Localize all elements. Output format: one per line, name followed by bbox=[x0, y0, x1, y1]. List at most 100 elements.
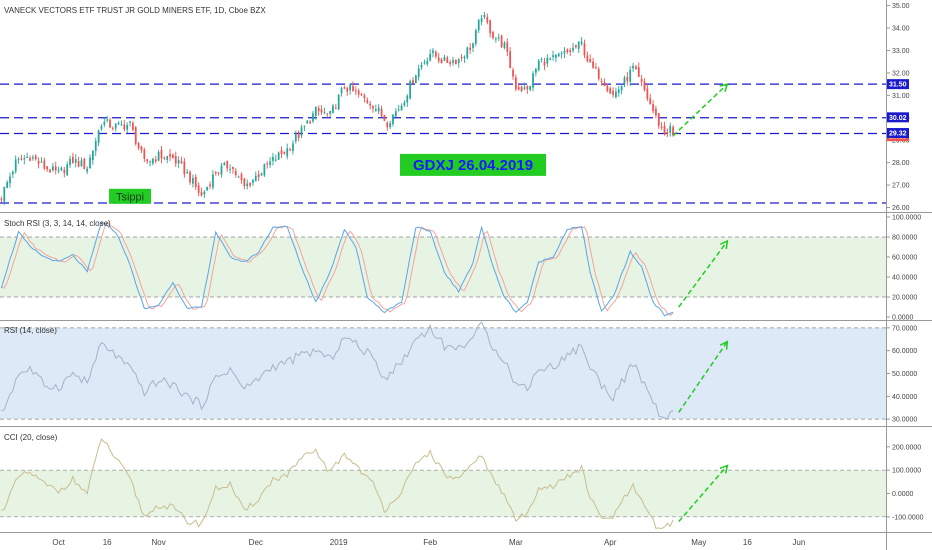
candle-body bbox=[663, 125, 666, 135]
candle-body bbox=[129, 121, 131, 123]
rsi-axis-tick-label: 40.0000 bbox=[892, 394, 917, 401]
candle-body bbox=[40, 161, 43, 163]
candle-body bbox=[132, 122, 134, 130]
candle-body bbox=[506, 42, 509, 52]
candle-body bbox=[249, 182, 251, 186]
candle-body bbox=[469, 47, 472, 50]
candle-body bbox=[232, 166, 234, 170]
candle-body bbox=[466, 47, 469, 58]
candle-body bbox=[323, 112, 326, 114]
candle-body bbox=[97, 130, 100, 143]
candle-body bbox=[560, 53, 563, 55]
candle-body bbox=[443, 56, 446, 61]
candle-body bbox=[474, 30, 477, 44]
candle-body bbox=[414, 75, 417, 84]
candle-body bbox=[157, 151, 160, 161]
candle-body bbox=[46, 166, 49, 170]
candle-body bbox=[274, 159, 277, 161]
candle-body bbox=[114, 123, 117, 129]
candle-body bbox=[212, 174, 214, 188]
candle-body bbox=[206, 186, 209, 191]
candle-body bbox=[486, 16, 489, 23]
candle-body bbox=[383, 115, 386, 121]
candle-body bbox=[489, 20, 492, 34]
rsi-trend-arrow-head bbox=[719, 340, 729, 350]
candle-body bbox=[354, 90, 357, 92]
candle-body bbox=[372, 106, 374, 109]
rsi-axis-tick-label: 50.0000 bbox=[892, 371, 917, 378]
candle-body bbox=[34, 155, 37, 160]
candle-body bbox=[572, 47, 574, 51]
candle-body bbox=[49, 169, 51, 173]
candle-body bbox=[117, 122, 120, 125]
candle-body bbox=[252, 179, 254, 184]
candle-body bbox=[526, 86, 529, 90]
price-tag-label: 30.02 bbox=[889, 115, 907, 122]
candle-body bbox=[589, 59, 592, 63]
candle-body bbox=[635, 66, 637, 70]
candle-body bbox=[74, 159, 77, 163]
candle-body bbox=[243, 178, 246, 187]
price-trend-arrow bbox=[672, 83, 728, 137]
candle-body bbox=[246, 183, 249, 187]
candle-body bbox=[623, 77, 626, 84]
candle-body bbox=[666, 132, 669, 135]
candle-body bbox=[434, 51, 437, 57]
candle-body bbox=[297, 131, 300, 138]
candle-body bbox=[152, 158, 154, 164]
candle-body bbox=[60, 167, 63, 171]
candle-body bbox=[337, 94, 340, 110]
candle-body bbox=[523, 87, 526, 89]
candle-body bbox=[289, 149, 291, 151]
candle-body bbox=[63, 169, 66, 173]
candle-body bbox=[409, 80, 412, 99]
candle-body bbox=[580, 41, 583, 44]
candle-body bbox=[417, 68, 420, 78]
candle-body bbox=[209, 184, 211, 187]
cci-axis-tick-label: 100.0000 bbox=[892, 468, 921, 475]
candle-body bbox=[194, 176, 197, 188]
candle-body bbox=[183, 161, 186, 175]
candle-body bbox=[363, 95, 366, 99]
candle-body bbox=[29, 157, 31, 161]
candle-body bbox=[575, 45, 577, 48]
candle-body bbox=[186, 171, 189, 174]
candle-body bbox=[340, 88, 343, 94]
candle-body bbox=[632, 65, 634, 69]
candle-body bbox=[640, 78, 643, 82]
time-axis-label: Mar bbox=[509, 538, 523, 547]
candle-body bbox=[517, 87, 520, 90]
candle-body bbox=[626, 77, 629, 82]
candle-body bbox=[66, 164, 69, 176]
candle-body bbox=[357, 90, 360, 95]
candle-body bbox=[17, 158, 20, 160]
candle-body bbox=[652, 103, 654, 112]
rsi-pane-title: RSI (14, close) bbox=[4, 326, 57, 335]
candle-body bbox=[540, 59, 543, 61]
time-axis-label: 16 bbox=[743, 538, 752, 547]
candle-body bbox=[472, 43, 474, 48]
candle-body bbox=[0, 198, 3, 200]
candle-body bbox=[317, 107, 320, 112]
candle-body bbox=[563, 51, 566, 54]
candle-body bbox=[606, 85, 609, 91]
rsi-line bbox=[1, 321, 674, 420]
rsi-axis-tick-label: 60.0000 bbox=[892, 348, 917, 355]
candle-body bbox=[26, 157, 29, 159]
candle-body bbox=[394, 111, 397, 117]
candle-body bbox=[457, 59, 460, 64]
candle-body bbox=[535, 68, 537, 73]
candle-body bbox=[286, 148, 289, 157]
candle-body bbox=[603, 82, 606, 87]
candle-body bbox=[543, 61, 546, 66]
candle-body bbox=[149, 161, 151, 163]
candle-body bbox=[200, 192, 203, 196]
candle-body bbox=[460, 57, 463, 59]
candle-body bbox=[217, 172, 220, 174]
candle-body bbox=[334, 107, 337, 109]
candle-body bbox=[146, 159, 149, 162]
candle-body bbox=[11, 171, 14, 175]
candle-body bbox=[314, 106, 317, 116]
candle-body bbox=[100, 126, 103, 130]
